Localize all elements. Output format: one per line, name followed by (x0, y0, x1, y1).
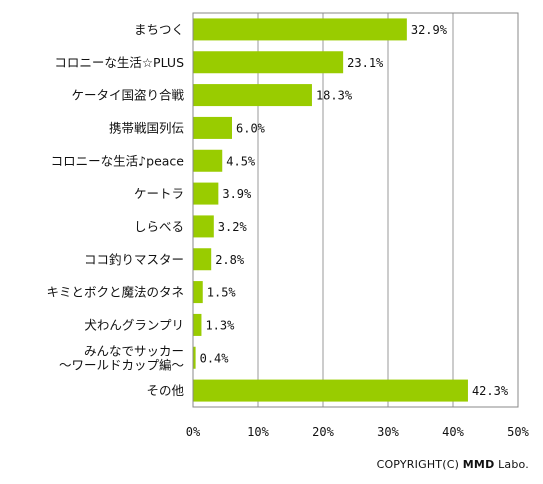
value-label: 2.8% (215, 253, 245, 267)
bar (193, 313, 202, 336)
bar (193, 215, 214, 238)
category-label-line: まちつく (134, 22, 184, 37)
plot-border (192, 12, 519, 408)
category-label: コロニーな生活♪peace (51, 153, 185, 168)
value-label: 23.1% (347, 56, 384, 70)
category-label: しらべる (134, 219, 184, 234)
copyright-suffix: Labo. (494, 458, 529, 471)
bar (193, 116, 232, 139)
copyright-prefix: COPYRIGHT(C) (376, 458, 463, 471)
value-label: 3.9% (222, 187, 252, 201)
bar (193, 51, 344, 74)
category-label: まちつく (134, 22, 184, 37)
value-labels: 32.9% 23.1% 18.3% 6.0% 4.5% 3.9% 3.2% 2.8% 1.5% 1… (200, 23, 509, 398)
category-label: ケートラ (134, 186, 184, 201)
grid-lines (257, 13, 454, 407)
category-label-line: ココ釣りマスター (84, 252, 184, 267)
bar (193, 84, 312, 107)
value-label: 1.5% (207, 286, 237, 300)
x-tick-labels: 0% 10% 20% 30% 40% 50% (186, 425, 530, 439)
category-label: 携帯戦国列伝 (109, 120, 184, 135)
category-label-line: ～ワールドカップ編～ (59, 357, 184, 372)
category-label-line: ケータイ国盗り合戦 (71, 88, 184, 103)
copyright-brand: MMD (462, 458, 495, 471)
bar (193, 182, 219, 205)
bars (193, 18, 468, 402)
category-label-line: その他 (146, 383, 184, 398)
value-label: 18.3% (316, 89, 353, 103)
value-label: 0.4% (200, 351, 230, 365)
category-label-line: コロニーな生活♪peace (51, 153, 185, 168)
value-label: 3.2% (218, 220, 248, 234)
value-label: 1.3% (205, 318, 235, 332)
x-tick-label: 0% (186, 425, 201, 439)
value-label: 6.0% (236, 121, 266, 135)
category-label-line: キミとボクと魔法のタネ (46, 285, 184, 300)
category-label: キミとボクと魔法のタネ (46, 285, 184, 300)
x-tick-label: 20% (312, 425, 334, 439)
category-label-line: 犬わんグランプリ (84, 317, 184, 332)
category-label: その他 (146, 383, 184, 398)
category-label: みんなでサッカー～ワールドカップ編～ (59, 343, 184, 372)
category-label: ココ釣りマスター (84, 252, 184, 267)
value-label: 42.3% (472, 384, 509, 398)
bar (193, 149, 223, 172)
x-tick-label: 40% (442, 425, 464, 439)
category-label: コロニーな生活☆PLUS (54, 55, 184, 70)
category-label: 犬わんグランプリ (84, 317, 184, 332)
bar (193, 248, 212, 271)
plot-frame (192, 12, 519, 408)
category-label-line: しらべる (134, 219, 184, 234)
bar (193, 346, 196, 369)
value-label: 32.9% (411, 23, 448, 37)
bar (193, 18, 407, 41)
category-label-line: 携帯戦国列伝 (109, 120, 184, 135)
category-label-line: ケートラ (134, 186, 184, 201)
bar (193, 281, 203, 304)
x-tick-label: 10% (247, 425, 269, 439)
category-label: ケータイ国盗り合戦 (71, 88, 184, 103)
category-label-line: コロニーな生活☆PLUS (54, 55, 184, 70)
x-tick-label: 30% (377, 425, 399, 439)
value-label: 4.5% (226, 154, 256, 168)
x-tick-label: 50% (507, 425, 529, 439)
copyright-text: COPYRIGHT(C) MMD Labo. (377, 458, 529, 471)
category-label-line: みんなでサッカー (84, 343, 184, 358)
bar (193, 379, 468, 402)
